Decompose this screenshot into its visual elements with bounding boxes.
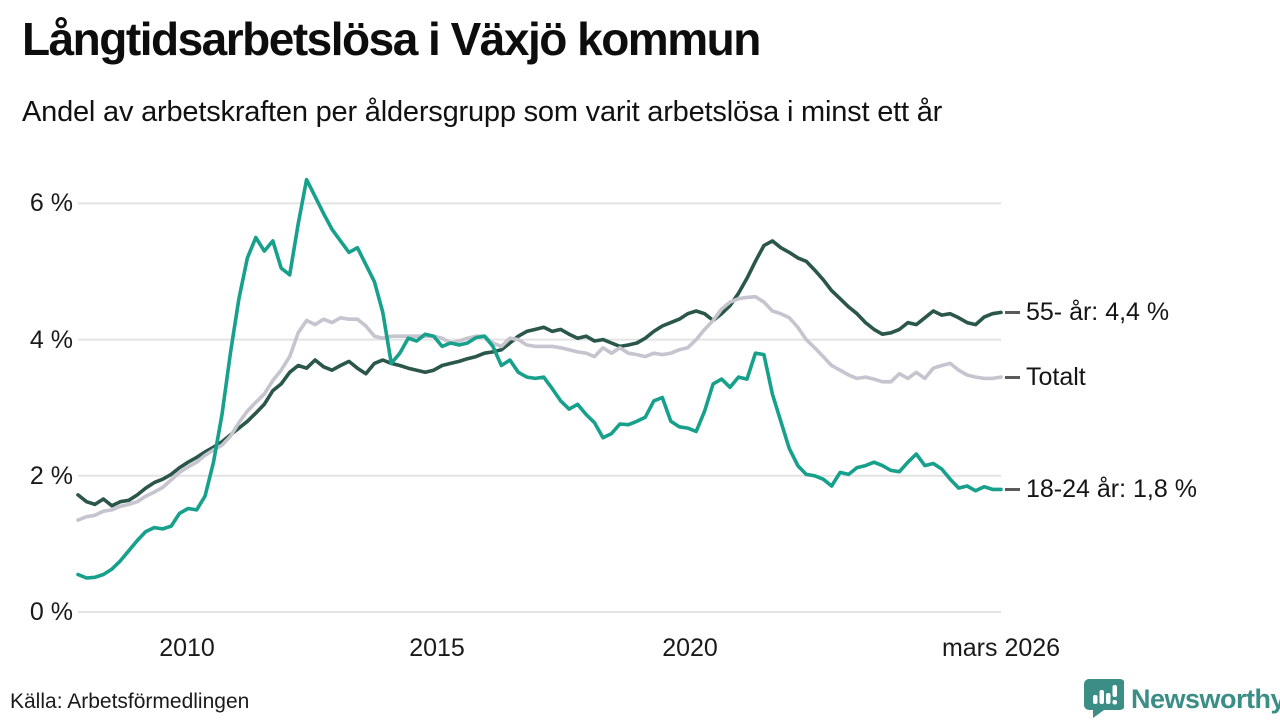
series-connector-55 xyxy=(1005,311,1020,314)
newsworthy-speech-bubble-bar-chart-icon xyxy=(1084,676,1125,720)
y-axis-tick-2: 2 % xyxy=(29,462,73,490)
x-axis-tick-2010: 2010 xyxy=(159,634,215,662)
page-subtitle: Andel av arbetskraften per åldersgrupp s… xyxy=(22,96,943,128)
brand-logo: Newsworthy xyxy=(1084,678,1280,720)
series-label-totalt: Totalt xyxy=(1026,363,1086,391)
x-axis-tick-mars-2026: mars 2026 xyxy=(941,634,1061,662)
y-axis-tick-4: 4 % xyxy=(29,326,73,354)
source-note: Källa: Arbetsförmedlingen xyxy=(10,690,250,713)
series-line-18-24-r xyxy=(76,177,1003,580)
series-line-Totalt xyxy=(76,294,1003,522)
x-axis-tick-2015: 2015 xyxy=(409,634,465,662)
page-title: Långtidsarbetslösa i Växjö kommun xyxy=(22,13,761,65)
series-label-55-ar: 55- år: 4,4 % xyxy=(1026,298,1170,326)
y-axis-tick-6: 6 % xyxy=(29,189,73,217)
y-axis-tick-0: 0 % xyxy=(29,598,73,626)
series-label-18-24-ar: 18-24 år: 1,8 % xyxy=(1026,475,1197,503)
series-connector-totalt xyxy=(1005,376,1020,379)
brand-name: Newsworthy xyxy=(1131,683,1280,714)
series-connector-18-24 xyxy=(1005,488,1020,491)
x-axis-tick-2020: 2020 xyxy=(662,634,718,662)
